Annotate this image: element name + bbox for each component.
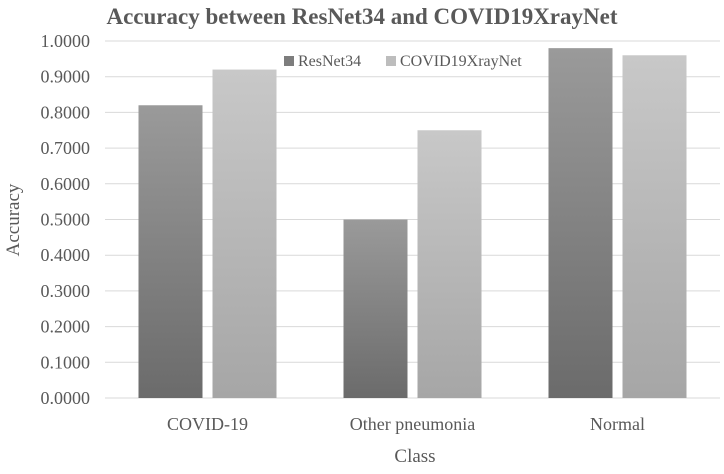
x-tick-label: Normal: [590, 414, 645, 434]
y-tick-label: 0.9000: [41, 67, 91, 87]
y-tick-label: 0.2000: [41, 317, 91, 337]
y-tick-label: 0.0000: [41, 388, 91, 408]
y-tick-label: 1.0000: [41, 31, 91, 51]
y-tick-label: 0.1000: [41, 352, 91, 372]
y-tick-label: 0.8000: [41, 102, 91, 122]
y-axis-ticks: 0.0000 0.1000 0.2000 0.3000 0.4000 0.5000 0.60…: [41, 31, 91, 408]
legend-swatch-covid19xraynet: [386, 56, 396, 66]
gridlines: [105, 40, 720, 399]
y-tick-label: 0.7000: [41, 138, 91, 158]
bars: [138, 48, 687, 398]
x-tick-label: Other pneumonia: [350, 414, 475, 434]
legend: ResNet34 COVID19XrayNet: [284, 53, 522, 70]
bar-resnet34-other-pneumonia: [343, 219, 408, 398]
y-tick-label: 0.5000: [41, 210, 91, 230]
legend-label-covid19xraynet: COVID19XrayNet: [400, 53, 522, 70]
x-axis-label: Class: [394, 446, 435, 467]
chart-title: Accuracy between ResNet34 and COVID19Xra…: [106, 4, 617, 29]
bar-covid19xraynet-covid-19: [212, 69, 277, 398]
legend-label-resnet34: ResNet34: [298, 53, 361, 70]
y-tick-label: 0.4000: [41, 245, 91, 265]
bar-covid19xraynet-normal: [622, 55, 687, 398]
bar-resnet34-covid-19: [138, 105, 203, 398]
y-tick-label: 0.6000: [41, 174, 91, 194]
bar-covid19xraynet-other-pneumonia: [417, 130, 482, 398]
bar-resnet34-normal: [548, 48, 613, 398]
legend-swatch-resnet34: [284, 56, 294, 66]
x-axis-ticks: COVID-19 Other pneumonia Normal: [167, 414, 645, 434]
y-axis-label: Accuracy: [3, 183, 24, 256]
y-tick-label: 0.3000: [41, 281, 91, 301]
x-tick-label: COVID-19: [167, 414, 248, 434]
